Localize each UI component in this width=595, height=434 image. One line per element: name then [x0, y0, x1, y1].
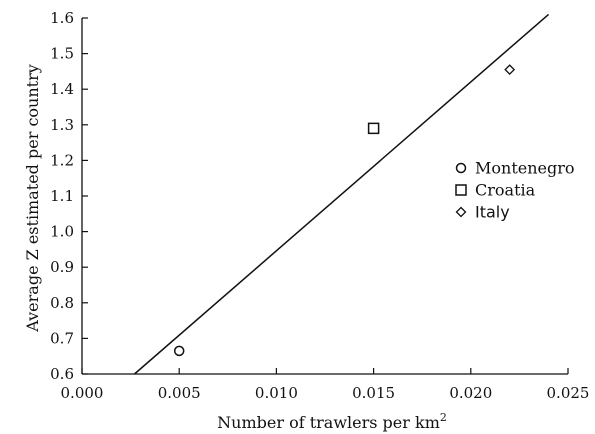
legend-marker-montenegro — [455, 162, 467, 174]
fit-line — [133, 13, 550, 375]
x-tick-label: 0.015 — [352, 384, 395, 402]
y-tick-label: 1.2 — [50, 151, 74, 169]
y-tick-label: 0.6 — [50, 365, 74, 383]
x-axis-ticks: 0.000 0.005 0.010 0.015 0.020 0.025 — [61, 368, 590, 402]
y-tick-label: 0.8 — [50, 294, 74, 312]
x-axis-title-text: Number of trawlers per km — [217, 413, 440, 432]
y-tick-label: 1.5 — [50, 45, 74, 63]
legend-label-croatia: Croatia — [475, 181, 536, 200]
fit-line-group — [133, 13, 550, 375]
legend-marker-croatia — [455, 184, 467, 196]
y-tick-label: 0.7 — [50, 329, 74, 347]
x-tick-label: 0.000 — [61, 384, 104, 402]
x-tick-label: 0.005 — [158, 384, 201, 402]
y-axis-ticks: 0.6 0.7 0.8 0.9 1.0 1.1 1.2 1.3 1.4 1.5 1.6 — [50, 9, 88, 383]
y-axis-title: Average Z estimated per country — [23, 64, 42, 333]
x-axis-title-superscript: 2 — [440, 411, 447, 424]
y-tick-label: 1.3 — [50, 116, 74, 134]
data-point-montenegro — [173, 345, 185, 357]
y-tick-label: 1.1 — [50, 187, 74, 205]
legend-marker-italy — [455, 206, 467, 218]
legend: Montenegro Croatia Italy — [455, 159, 575, 222]
y-tick-label: 1.0 — [50, 223, 74, 241]
data-points — [173, 64, 516, 357]
x-tick-label: 0.020 — [449, 384, 492, 402]
legend-label-italy: Italy — [475, 203, 510, 222]
legend-label-montenegro: Montenegro — [475, 159, 575, 178]
data-point-croatia — [367, 122, 380, 135]
y-tick-label: 1.4 — [50, 80, 74, 98]
x-tick-label: 0.025 — [547, 384, 590, 402]
x-axis-title: Number of trawlers per km2 — [217, 411, 447, 432]
data-point-italy — [504, 64, 516, 76]
y-tick-label: 0.9 — [50, 258, 74, 276]
y-tick-label: 1.6 — [50, 9, 74, 27]
x-tick-label: 0.010 — [255, 384, 298, 402]
